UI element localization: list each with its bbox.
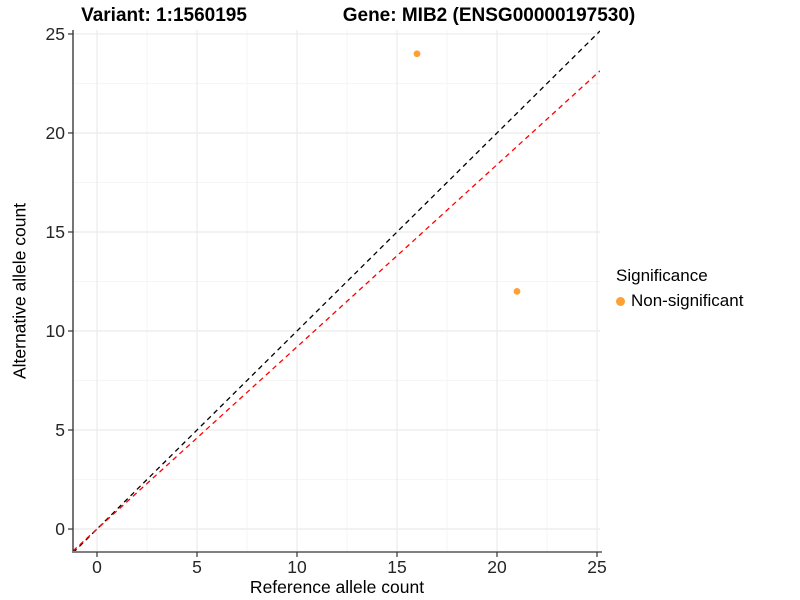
legend-point-icon xyxy=(616,296,625,306)
identity-line xyxy=(73,30,600,552)
legend-item-label: Non-significant xyxy=(631,291,744,310)
y-tick-label: 15 xyxy=(46,222,65,242)
x-axis-title: Reference allele count xyxy=(249,577,425,597)
x-tick-label: 15 xyxy=(387,557,406,577)
x-tick-label: 25 xyxy=(587,557,606,577)
data-point xyxy=(513,287,521,295)
data-point xyxy=(413,50,421,58)
y-tick-label: 25 xyxy=(46,24,65,44)
y-tick-label: 5 xyxy=(55,420,65,440)
expected-ratio-line xyxy=(73,70,600,552)
x-tick-label: 0 xyxy=(92,557,102,577)
y-tick-label: 10 xyxy=(46,321,66,341)
legend-title: Significance xyxy=(616,266,708,285)
plot-title-gene: Gene: MIB2 (ENSG00000197530) xyxy=(342,5,636,26)
plot-title-variant: Variant: 1:1560195 xyxy=(81,5,247,26)
x-tick-label: 20 xyxy=(487,557,507,577)
legend: Significance Non-significant xyxy=(616,266,743,311)
y-tick-label: 0 xyxy=(55,519,65,539)
legend-item-non-significant: Non-significant xyxy=(616,291,743,311)
y-tick-label: 20 xyxy=(46,123,66,143)
x-tick-label: 10 xyxy=(287,557,307,577)
x-tick-label: 5 xyxy=(192,557,202,577)
y-axis-title: Alternative allele count xyxy=(9,202,30,380)
